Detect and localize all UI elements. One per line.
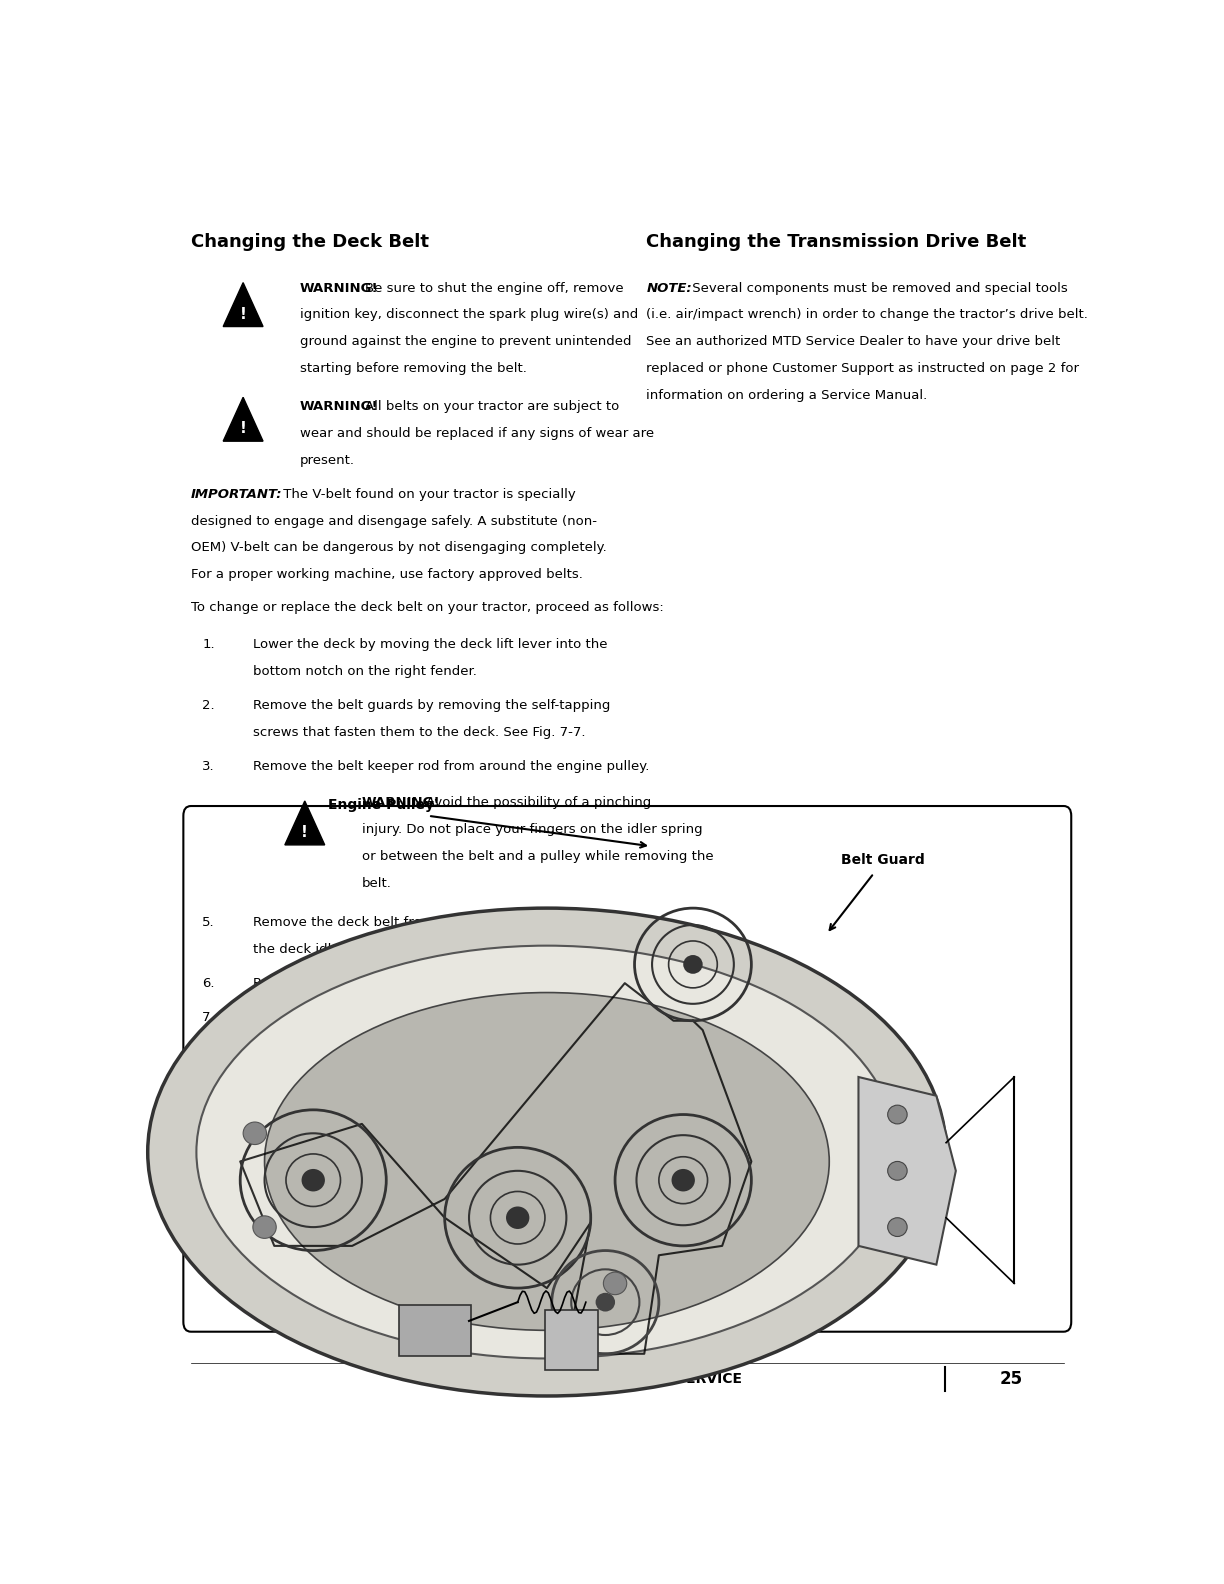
Text: The V-belt found on your tractor is specially: The V-belt found on your tractor is spec…	[279, 488, 577, 501]
Polygon shape	[285, 802, 324, 844]
Polygon shape	[858, 1077, 956, 1264]
Circle shape	[672, 1169, 695, 1191]
Text: Several components must be removed and special tools: Several components must be removed and s…	[688, 282, 1067, 295]
Text: (i.e. air/impact wrench) in order to change the tractor’s drive belt.: (i.e. air/impact wrench) in order to cha…	[646, 309, 1088, 322]
Circle shape	[253, 1217, 277, 1239]
Text: SECTION 7 — SERVICE: SECTION 7 — SERVICE	[570, 1372, 743, 1386]
Text: !: !	[240, 421, 246, 437]
Text: bottom notch on the right fender.: bottom notch on the right fender.	[252, 665, 476, 678]
Text: Remove the deck belt from around all pulleys, including: Remove the deck belt from around all pul…	[252, 916, 627, 928]
Text: starting before removing the belt.: starting before removing the belt.	[300, 363, 526, 375]
Circle shape	[887, 1161, 907, 1180]
Text: Remove the belt guards by removing the self-tapping: Remove the belt guards by removing the s…	[252, 699, 610, 711]
Text: Figure 7-7: Figure 7-7	[584, 1343, 671, 1359]
Text: 25: 25	[1000, 1370, 1023, 1388]
Text: Deck Idler Pulley: Deck Idler Pulley	[466, 1274, 599, 1288]
Circle shape	[244, 1121, 267, 1145]
Ellipse shape	[196, 946, 897, 1359]
Circle shape	[887, 1106, 907, 1125]
Text: replaced or phone Customer Support as instructed on page 2 for: replaced or phone Customer Support as in…	[646, 363, 1080, 375]
Circle shape	[683, 955, 703, 974]
Text: Changing the Deck Belt: Changing the Deck Belt	[191, 233, 428, 250]
Text: information on ordering a Service Manual.: information on ordering a Service Manual…	[646, 390, 928, 402]
Text: Remove the belt keeper rod from around the engine pulley.: Remove the belt keeper rod from around t…	[252, 760, 649, 773]
Circle shape	[506, 1207, 529, 1229]
Text: See an authorized MTD Service Dealer to have your drive belt: See an authorized MTD Service Dealer to …	[646, 336, 1060, 348]
Ellipse shape	[264, 993, 830, 1331]
FancyBboxPatch shape	[184, 806, 1071, 1332]
Text: To change or replace the deck belt on your tractor, proceed as follows:: To change or replace the deck belt on yo…	[191, 600, 663, 615]
Polygon shape	[223, 282, 263, 326]
Text: Engine Pulley: Engine Pulley	[328, 798, 435, 813]
Text: wear and should be replaced if any signs of wear are: wear and should be replaced if any signs…	[300, 426, 654, 440]
Text: present.: present.	[300, 453, 355, 467]
Text: 7.: 7.	[202, 1011, 215, 1023]
Text: 1.: 1.	[202, 638, 215, 651]
Text: injury. Do not place your fingers on the idler spring: injury. Do not place your fingers on the…	[362, 824, 703, 836]
Text: Route the new belt as shown in and Fig. 7-7.: Route the new belt as shown in and Fig. …	[252, 977, 548, 990]
Text: 6.: 6.	[202, 977, 215, 990]
Text: All belts on your tractor are subject to: All belts on your tractor are subject to	[365, 399, 619, 413]
Text: 2.: 2.	[202, 699, 215, 711]
Text: Lower the deck by moving the deck lift lever into the: Lower the deck by moving the deck lift l…	[252, 638, 607, 651]
Circle shape	[603, 1272, 627, 1294]
Text: Avoid the possibility of a pinching: Avoid the possibility of a pinching	[426, 797, 651, 809]
Text: 5.: 5.	[202, 916, 215, 928]
Text: !: !	[240, 307, 246, 322]
Text: the deck idler pulley.: the deck idler pulley.	[252, 942, 392, 955]
Text: designed to engage and disengage safely. A substitute (non-: designed to engage and disengage safely.…	[191, 515, 597, 527]
Circle shape	[301, 1169, 324, 1191]
Text: 3.: 3.	[202, 760, 215, 773]
Text: OEM) V-belt can be dangerous by not disengaging completely.: OEM) V-belt can be dangerous by not dise…	[191, 542, 607, 554]
Text: IMPORTANT:: IMPORTANT:	[191, 488, 283, 501]
Text: or between the belt and a pulley while removing the: or between the belt and a pulley while r…	[362, 851, 714, 863]
Text: ignition key, disconnect the spark plug wire(s) and: ignition key, disconnect the spark plug …	[300, 309, 638, 322]
FancyBboxPatch shape	[545, 1310, 597, 1370]
Text: WARNING!: WARNING!	[300, 399, 378, 413]
Text: Idler Bracket: Idler Bracket	[222, 1185, 322, 1198]
Text: ground against the engine to prevent unintended: ground against the engine to prevent uni…	[300, 336, 632, 348]
Text: For a proper working machine, use factory approved belts.: For a proper working machine, use factor…	[191, 569, 583, 581]
FancyBboxPatch shape	[399, 1305, 471, 1356]
Text: Belt Guard: Belt Guard	[841, 854, 924, 866]
Circle shape	[887, 1218, 907, 1237]
Text: screws that fasten them to the deck. See Fig. 7-7.: screws that fasten them to the deck. See…	[252, 725, 585, 738]
Ellipse shape	[148, 908, 946, 1396]
Circle shape	[596, 1293, 614, 1312]
Polygon shape	[223, 398, 263, 442]
Text: WARNING!: WARNING!	[300, 282, 378, 295]
Text: WARNING!: WARNING!	[362, 797, 441, 809]
Text: Changing the Transmission Drive Belt: Changing the Transmission Drive Belt	[646, 233, 1027, 250]
Text: belt.: belt.	[362, 878, 392, 890]
Text: Remount the belt guards removed earlier.: Remount the belt guards removed earlier.	[252, 1011, 532, 1023]
Text: Be sure to shut the engine off, remove: Be sure to shut the engine off, remove	[365, 282, 623, 295]
Text: NOTE:: NOTE:	[646, 282, 692, 295]
Text: !: !	[301, 825, 308, 840]
